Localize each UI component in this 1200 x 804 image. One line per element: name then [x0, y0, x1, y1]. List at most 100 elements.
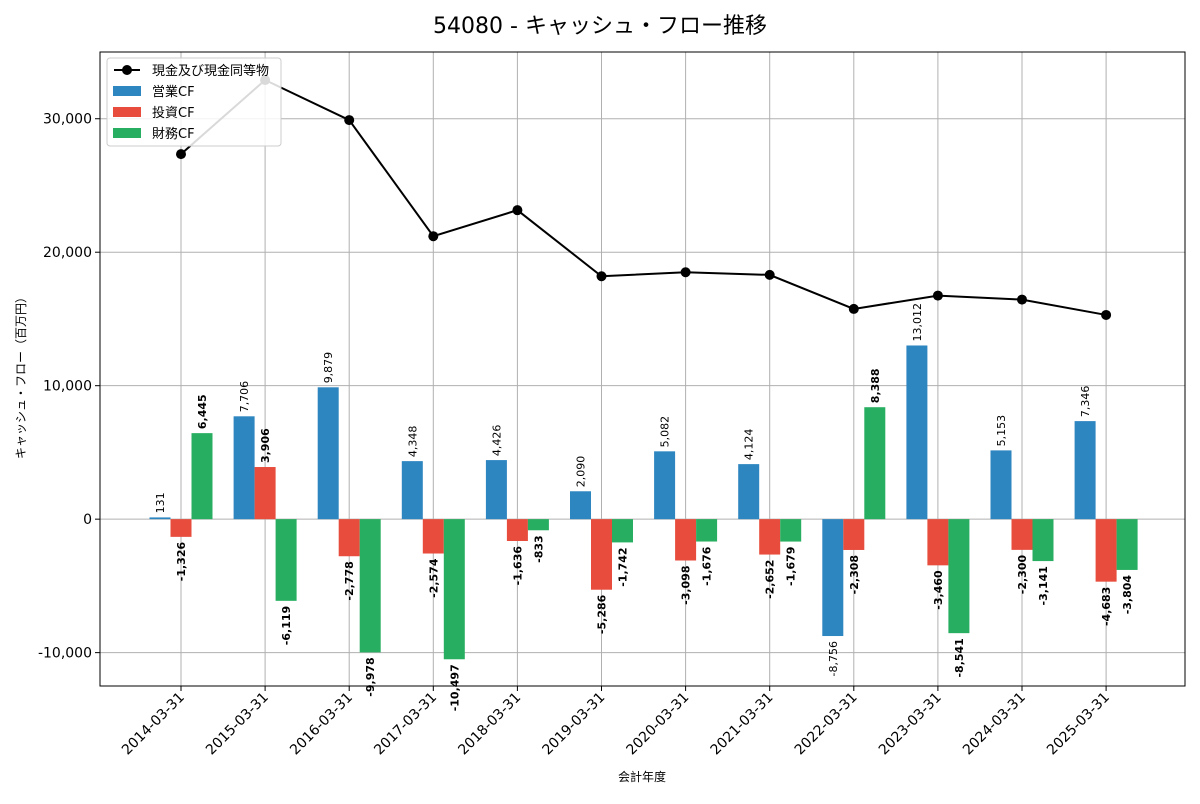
- bar-value-label: -8,541: [953, 638, 966, 677]
- x-tick-label: 2019-03-31: [539, 690, 608, 759]
- bar-value-label: -1,326: [175, 542, 188, 582]
- bar-value-label: -3,460: [932, 570, 945, 610]
- y-tick-label: 10,000: [43, 379, 92, 395]
- bar-value-label: 6,445: [196, 394, 209, 429]
- bar-investing: [1095, 519, 1117, 582]
- bar-financing: [359, 519, 381, 653]
- bar-value-label: 4,426: [490, 425, 503, 457]
- bar-operating: [149, 517, 171, 520]
- bar-value-label: 5,082: [659, 416, 672, 448]
- bar-value-label: -1,636: [511, 546, 524, 586]
- bar-investing: [1011, 519, 1033, 550]
- x-tick-label: 2017-03-31: [371, 690, 440, 759]
- y-tick-label: 30,000: [43, 112, 92, 128]
- bar-financing: [948, 519, 970, 634]
- bar-financing: [612, 519, 633, 543]
- bar-value-label: -3,141: [1037, 566, 1050, 605]
- bar-value-label: 8,388: [869, 368, 882, 403]
- bar-value-label: -833: [532, 535, 545, 563]
- cash-line-marker: [1101, 309, 1112, 320]
- bar-value-label: 3,906: [259, 428, 272, 463]
- cash-line-marker: [344, 115, 355, 126]
- bar-financing: [443, 519, 465, 660]
- bar-operating: [570, 491, 591, 520]
- legend-bar-swatch: [113, 86, 141, 96]
- bar-value-label: 131: [154, 492, 167, 513]
- cash-line: [176, 75, 1112, 320]
- bar-value-label: -5,286: [596, 594, 609, 634]
- bar-investing: [422, 519, 444, 554]
- y-axis-label: キャッシュ・フロー（百万円）: [14, 291, 28, 459]
- y-tick-label: -10,000: [38, 646, 92, 662]
- bar-value-label: -9,978: [364, 657, 377, 696]
- bar-value-label: 5,153: [995, 415, 1008, 447]
- plot-frame: [99, 51, 1186, 687]
- bar-investing: [675, 519, 697, 561]
- cash-line-marker: [512, 205, 523, 216]
- bar-financing: [1032, 519, 1054, 562]
- data-labels: 131 7,706 9,879 4,348 4,426 2,090 5,082 4,124 -8…: [154, 303, 1134, 711]
- bar-financing: [864, 407, 886, 520]
- legend-label: 営業CF: [152, 84, 195, 100]
- x-tick-label: 2018-03-31: [455, 690, 524, 759]
- bar-investing: [254, 467, 276, 520]
- bar-operating: [317, 387, 339, 520]
- bar-value-label: -2,778: [343, 561, 356, 600]
- bar-value-label: 9,879: [322, 352, 335, 384]
- bar-investing: [506, 519, 528, 541]
- bar-value-label: -2,308: [848, 555, 861, 594]
- x-tick-label: 2021-03-31: [708, 690, 777, 759]
- legend-box: [106, 57, 282, 147]
- bar-value-label: 13,012: [911, 303, 924, 342]
- bar-investing: [759, 519, 781, 555]
- bar-value-label: -6,119: [280, 606, 293, 645]
- bar-value-label: 4,124: [743, 429, 756, 461]
- bar-value-label: -1,676: [701, 546, 714, 586]
- bar-operating: [822, 519, 844, 637]
- bar-value-label: -8,756: [827, 641, 840, 676]
- bar-financing: [527, 519, 549, 531]
- bar-operating: [906, 345, 928, 520]
- bar-value-label: 4,348: [406, 426, 419, 458]
- cash-line-marker: [848, 303, 859, 314]
- bar-investing: [927, 519, 949, 566]
- bar-value-label: -2,574: [427, 558, 440, 598]
- bar-financing: [1116, 519, 1138, 570]
- cash-line-marker: [596, 271, 607, 282]
- bar-financing: [696, 519, 718, 542]
- bar-operating: [233, 416, 255, 520]
- legend-bar-swatch: [113, 128, 141, 138]
- bar-investing: [843, 519, 865, 550]
- bar-value-label: -1,679: [785, 547, 798, 586]
- bar-value-label: 2,090: [575, 456, 588, 488]
- bar-operating: [1074, 421, 1096, 520]
- x-tick-label: 2024-03-31: [960, 690, 1029, 759]
- legend-label: 投資CF: [152, 105, 195, 121]
- bar-operating: [990, 450, 1012, 520]
- cash-line-marker: [176, 149, 186, 160]
- y-tick-label: 0: [83, 512, 92, 528]
- bar-financing: [780, 519, 802, 542]
- bar-investing: [170, 519, 192, 537]
- legend-marker-swatch: [122, 65, 132, 75]
- bar-value-label: -1,742: [617, 547, 630, 586]
- legend-bar-swatch: [113, 107, 141, 117]
- bar-operating: [485, 460, 507, 520]
- cash-line-marker: [1017, 294, 1027, 305]
- x-tick-label: 2023-03-31: [876, 690, 945, 759]
- chart-title: 54080 - キャッシュ・フロー推移: [433, 14, 767, 39]
- x-tick-label: 2022-03-31: [792, 690, 861, 759]
- cash-line-path: [180, 78, 1107, 316]
- bar-value-label: -3,098: [680, 566, 693, 605]
- cash-line-marker: [932, 290, 943, 301]
- bar-operating: [654, 451, 676, 520]
- bar-investing: [338, 519, 360, 557]
- cash-line-marker: [680, 267, 691, 278]
- x-tick-label: 2014-03-31: [119, 690, 188, 759]
- bar-value-label: -3,804: [1121, 575, 1134, 615]
- bar-value-label: -10,497: [448, 664, 461, 711]
- y-tick-label: 20,000: [43, 245, 92, 261]
- legend-label: 財務CF: [152, 127, 195, 142]
